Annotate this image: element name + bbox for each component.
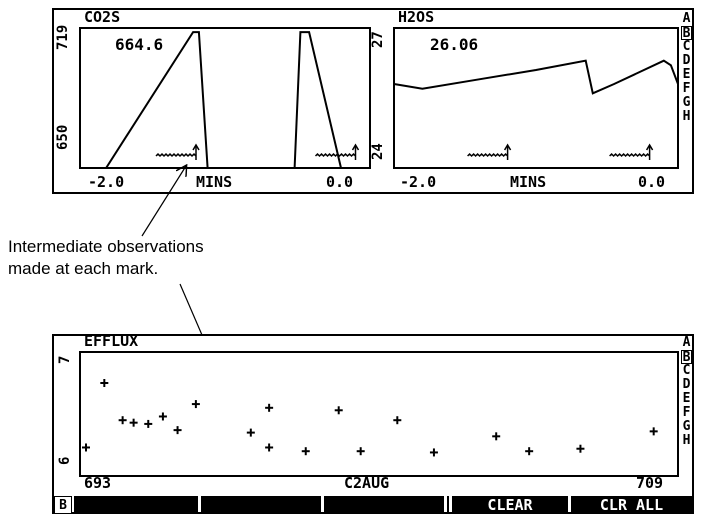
co2-x-mid: MINS [196,173,233,191]
efflux-y-bottom: 6 [57,456,73,465]
annotation-line1: Intermediate observations [8,237,204,256]
fkey-3[interactable] [324,496,444,514]
h2o-series-line [393,59,679,95]
bottom-letter-h[interactable]: H [682,433,691,448]
efflux-plot-frame [79,351,679,477]
efflux-point [576,444,585,453]
bottom-letter-g[interactable]: G [682,419,691,434]
efflux-y-top: 7 [57,355,73,364]
co2-observation-mark-1 [155,143,200,160]
fkey-1[interactable] [74,496,198,514]
top-letter-g[interactable]: G [682,95,691,110]
top-letter-f[interactable]: F [682,81,691,96]
co2-observation-mark-2 [314,143,360,160]
h2o-plot-frame [393,27,679,169]
annotation-line2: made at each mark. [8,259,159,278]
efflux-point [334,406,343,415]
efflux-point [301,447,310,456]
bottom-display [52,334,694,514]
efflux-point [173,426,182,435]
h2o-chart [393,27,679,169]
co2-x-left: -2.0 [88,173,125,191]
h2o-observation-mark-1 [467,143,512,160]
top-letter-c[interactable]: C [682,39,691,54]
bottom-letter-c[interactable]: C [682,363,691,378]
top-letter-b[interactable]: B [681,26,692,41]
h2o-x-right: 0.0 [638,173,666,191]
fkey-2[interactable] [201,496,321,514]
efflux-point [356,447,365,456]
h2o-observation-mark-2 [609,143,654,160]
efflux-point [265,443,274,452]
top-display [52,8,694,194]
efflux-point [492,432,501,441]
efflux-title: EFFLUX [84,332,139,350]
bottom-letter-e[interactable]: E [682,391,691,406]
h2o-x-left: -2.0 [400,173,437,191]
h2o-title: H2OS [398,8,435,26]
co2-current-value: 664.6 [115,35,164,54]
top-letter-d[interactable]: D [682,53,691,68]
efflux-point [191,400,200,409]
bottom-letter-b[interactable]: B [681,350,692,365]
efflux-point [158,412,167,421]
fkey-clear[interactable]: CLEAR [452,496,568,514]
efflux-point [429,448,438,457]
arrow-to-top-mark [141,166,186,237]
co2-title: CO2S [84,8,121,26]
efflux-x-left: 693 [84,474,112,492]
efflux-point [393,416,402,425]
efflux-point [82,443,90,452]
corner-key[interactable]: B [54,496,72,514]
efflux-point [118,416,127,425]
co2-x-right: 0.0 [326,173,354,191]
efflux-point [649,427,658,436]
efflux-x-mid: C2AUG [344,474,390,492]
fkey-4[interactable] [447,496,449,514]
bottom-letter-a[interactable]: A [682,335,691,350]
efflux-point [100,379,109,387]
bottom-letter-f[interactable]: F [682,405,691,420]
efflux-point [129,418,138,427]
top-letter-a[interactable]: A [682,11,691,26]
top-letter-h[interactable]: H [682,109,691,124]
efflux-point [246,428,255,437]
fkey-clr-all[interactable]: CLR ALL [571,496,692,514]
efflux-point [144,419,153,428]
h2o-x-mid: MINS [510,173,547,191]
bottom-letter-d[interactable]: D [682,377,691,392]
efflux-chart [79,351,679,477]
h2o-current-value: 26.06 [430,35,479,54]
efflux-point [265,403,274,412]
efflux-x-right: 709 [636,474,664,492]
co2-chart [79,27,371,169]
efflux-point [525,447,534,456]
top-letter-e[interactable]: E [682,67,691,82]
co2-series-line [80,31,342,169]
